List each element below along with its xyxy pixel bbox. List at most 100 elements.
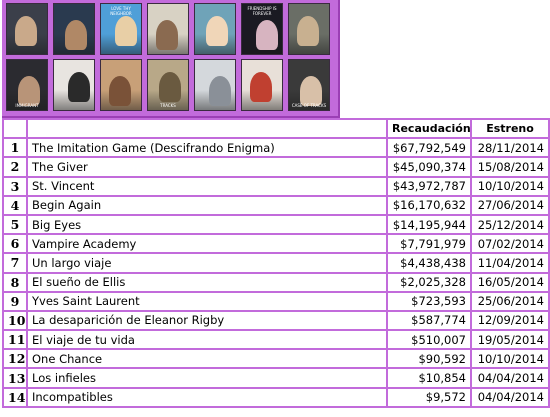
rank-cell: 13	[2, 367, 28, 389]
header-release: Estreno	[470, 117, 550, 140]
release-cell: 04/04/2014	[470, 386, 550, 408]
poster-un-largo-viaje	[288, 3, 330, 55]
table-row: 8 El sueño de Ellis $2,025,328 16/05/2014	[2, 271, 550, 293]
title-cell: Un largo viaje	[26, 252, 388, 274]
table-row: 2 The Giver $45,090,374 15/08/2014	[2, 156, 550, 178]
poster-caption: TRACKS	[160, 103, 176, 108]
poster-vampire-academy: FRIENDSHIP IS FOREVER	[241, 3, 283, 55]
table-body: 1 The Imitation Game (Descifrando Enigma)…	[2, 137, 550, 408]
release-cell: 28/11/2014	[470, 137, 550, 159]
gross-cell: $43,972,787	[386, 175, 472, 197]
rank-cell: 9	[2, 290, 28, 312]
release-cell: 15/08/2014	[470, 156, 550, 178]
rank-cell: 4	[2, 194, 28, 216]
table-row: 9 Yves Saint Laurent $723,593 25/06/2014	[2, 290, 550, 312]
rank-cell: 5	[2, 213, 28, 236]
gross-cell: $7,791,979	[386, 233, 472, 255]
poster-figure-icon	[297, 16, 319, 46]
header-title	[26, 117, 388, 140]
table-row: 5 Big Eyes $14,195,944 25/12/2014	[2, 213, 550, 236]
poster-figure-icon	[256, 20, 278, 50]
poster-grid: LOVE THY NEIGHBOR FRIENDSHIP IS FOREVER IM…	[6, 3, 334, 113]
poster-figure-icon	[159, 72, 181, 102]
poster-viaje-de-tu-vida: TRACKS	[147, 59, 189, 111]
poster-los-infieles	[241, 59, 283, 111]
poster-begin-again	[147, 3, 189, 55]
rank-cell: 2	[2, 156, 28, 178]
title-cell: Begin Again	[26, 194, 388, 216]
table-row: 10 La desaparición de Eleanor Rigby $587,7…	[2, 309, 550, 332]
title-cell: Yves Saint Laurent	[26, 290, 388, 312]
gross-cell: $4,438,438	[386, 252, 472, 274]
rank-cell: 3	[2, 175, 28, 197]
poster-figure-icon	[156, 20, 178, 50]
poster-figure-icon	[65, 20, 87, 50]
rank-cell: 1	[2, 137, 28, 159]
rank-cell: 8	[2, 271, 28, 293]
table-row: 14 Incompatibles $9,572 04/04/2014	[2, 386, 550, 408]
poster-the-giver	[53, 3, 95, 55]
gross-cell: $90,592	[386, 348, 472, 370]
table-row: 6 Vampire Academy $7,791,979 07/02/2014	[2, 233, 550, 255]
table-row: 12 One Chance $90,592 10/10/2014	[2, 348, 550, 370]
poster-figure-icon	[300, 76, 322, 106]
poster-figure-icon	[209, 76, 231, 106]
table-row: 1 The Imitation Game (Descifrando Enigma)…	[2, 137, 550, 159]
title-cell: The Giver	[26, 156, 388, 178]
release-cell: 19/05/2014	[470, 329, 550, 351]
title-cell: St. Vincent	[26, 175, 388, 197]
gross-cell: $9,572	[386, 386, 472, 408]
rank-cell: 10	[2, 309, 28, 332]
rank-cell: 6	[2, 233, 28, 255]
poster-big-eyes	[194, 3, 236, 55]
rank-cell: 11	[2, 329, 28, 351]
gross-cell: $587,774	[386, 309, 472, 332]
poster-st-vincent: LOVE THY NEIGHBOR	[100, 3, 142, 55]
release-cell: 07/02/2014	[470, 233, 550, 255]
release-cell: 12/09/2014	[470, 309, 550, 332]
poster-yves-saint-laurent	[53, 59, 95, 111]
poster-incompatibles: CASE OF TRACKS	[288, 59, 330, 111]
release-cell: 11/04/2014	[470, 252, 550, 274]
gross-cell: $2,025,328	[386, 271, 472, 293]
gross-cell: $45,090,374	[386, 156, 472, 178]
title-cell: Big Eyes	[26, 213, 388, 236]
title-cell: Incompatibles	[26, 386, 388, 408]
release-cell: 27/06/2014	[470, 194, 550, 216]
poster-figure-icon	[250, 72, 272, 102]
release-cell: 10/10/2014	[470, 348, 550, 370]
poster-collage: LOVE THY NEIGHBOR FRIENDSHIP IS FOREVER IM…	[2, 0, 340, 118]
poster-eleanor-rigby	[100, 59, 142, 111]
rank-cell: 14	[2, 386, 28, 408]
poster-tagline: LOVE THY NEIGHBOR	[110, 6, 132, 16]
poster-one-chance	[194, 59, 236, 111]
release-cell: 25/12/2014	[470, 213, 550, 236]
poster-tagline: FRIENDSHIP IS FOREVER	[247, 6, 277, 16]
release-cell: 16/05/2014	[470, 271, 550, 293]
box-office-table: Recaudación Estreno 1 The Imitation Game …	[2, 117, 550, 408]
poster-figure-icon	[18, 76, 40, 106]
table-row: 7 Un largo viaje $4,438,438 11/04/2014	[2, 252, 550, 274]
release-cell: 25/06/2014	[470, 290, 550, 312]
poster-caption: IMMIGRANT	[15, 103, 39, 108]
table-row: 3 St. Vincent $43,972,787 10/10/2014	[2, 175, 550, 197]
table-row: 11 El viaje de tu vida $510,007 19/05/2014	[2, 329, 550, 351]
title-cell: El sueño de Ellis	[26, 271, 388, 293]
poster-figure-icon	[115, 16, 137, 46]
gross-cell: $67,792,549	[386, 137, 472, 159]
release-cell: 04/04/2014	[470, 367, 550, 389]
title-cell: La desaparición de Eleanor Rigby	[26, 309, 388, 332]
title-cell: El viaje de tu vida	[26, 329, 388, 351]
table-row: 13 Los infieles $10,854 04/04/2014	[2, 367, 550, 389]
gross-cell: $723,593	[386, 290, 472, 312]
title-cell: One Chance	[26, 348, 388, 370]
rank-cell: 7	[2, 252, 28, 274]
poster-el-sueno-de-ellis: IMMIGRANT	[6, 59, 48, 111]
release-cell: 10/10/2014	[470, 175, 550, 197]
table-row: 4 Begin Again $16,170,632 27/06/2014	[2, 194, 550, 216]
title-cell: Vampire Academy	[26, 233, 388, 255]
gross-cell: $10,854	[386, 367, 472, 389]
gross-cell: $510,007	[386, 329, 472, 351]
poster-figure-icon	[15, 16, 37, 46]
poster-imitation-game	[6, 3, 48, 55]
